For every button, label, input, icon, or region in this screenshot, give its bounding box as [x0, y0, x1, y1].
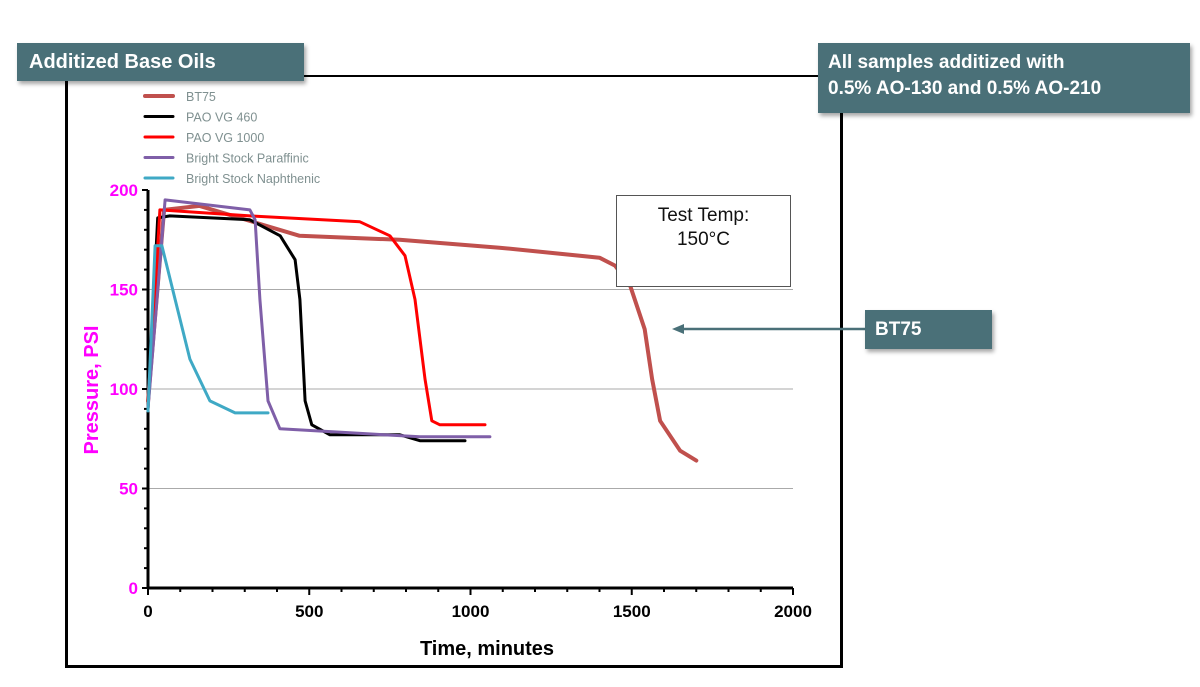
test-temp-label: Test Temp:: [657, 205, 750, 226]
y-tick-label: 50: [119, 480, 138, 499]
x-axis-label: Time, minutes: [420, 638, 554, 660]
note-line-1: All samples additized with: [828, 52, 1065, 73]
series-line-bt75: [146, 203, 699, 463]
y-axis-label: Pressure, PSI: [81, 326, 103, 455]
legend-label: BT75: [186, 90, 216, 104]
x-tick-label: 1500: [613, 602, 651, 621]
legend-label: PAO VG 460: [186, 111, 257, 125]
x-tick-label: 2000: [774, 602, 812, 621]
bt75-callout: BT75: [865, 310, 992, 349]
x-tick-label: 1000: [452, 602, 490, 621]
series-line-bright-stock-naphthenic: [146, 244, 270, 415]
test-temp-box: Test Temp: 150°C: [616, 195, 791, 287]
x-tick-label: 500: [295, 602, 323, 621]
legend-label: PAO VG 1000: [186, 131, 264, 145]
series-line-pao-vg-1000: [146, 208, 487, 427]
chart-frame: [65, 75, 843, 668]
note-line-2: 0.5% AO-130 and 0.5% AO-210: [828, 78, 1102, 99]
legend-label: Bright Stock Naphthenic: [186, 172, 320, 186]
additive-note: All samples additized with 0.5% AO-130 a…: [818, 43, 1190, 113]
page-title: Additized Base Oils: [17, 43, 304, 81]
y-tick-label: 0: [129, 579, 138, 598]
y-tick-label: 150: [110, 281, 138, 300]
y-tick-label: 100: [110, 380, 138, 399]
y-tick-label: 200: [110, 181, 138, 200]
test-temp-value: 150°C: [676, 229, 731, 250]
x-tick-label: 0: [143, 602, 152, 621]
callout-arrowhead: [672, 324, 684, 334]
series-line-bright-stock-paraffinic: [146, 198, 492, 439]
legend-label: Bright Stock Paraffinic: [186, 152, 309, 166]
